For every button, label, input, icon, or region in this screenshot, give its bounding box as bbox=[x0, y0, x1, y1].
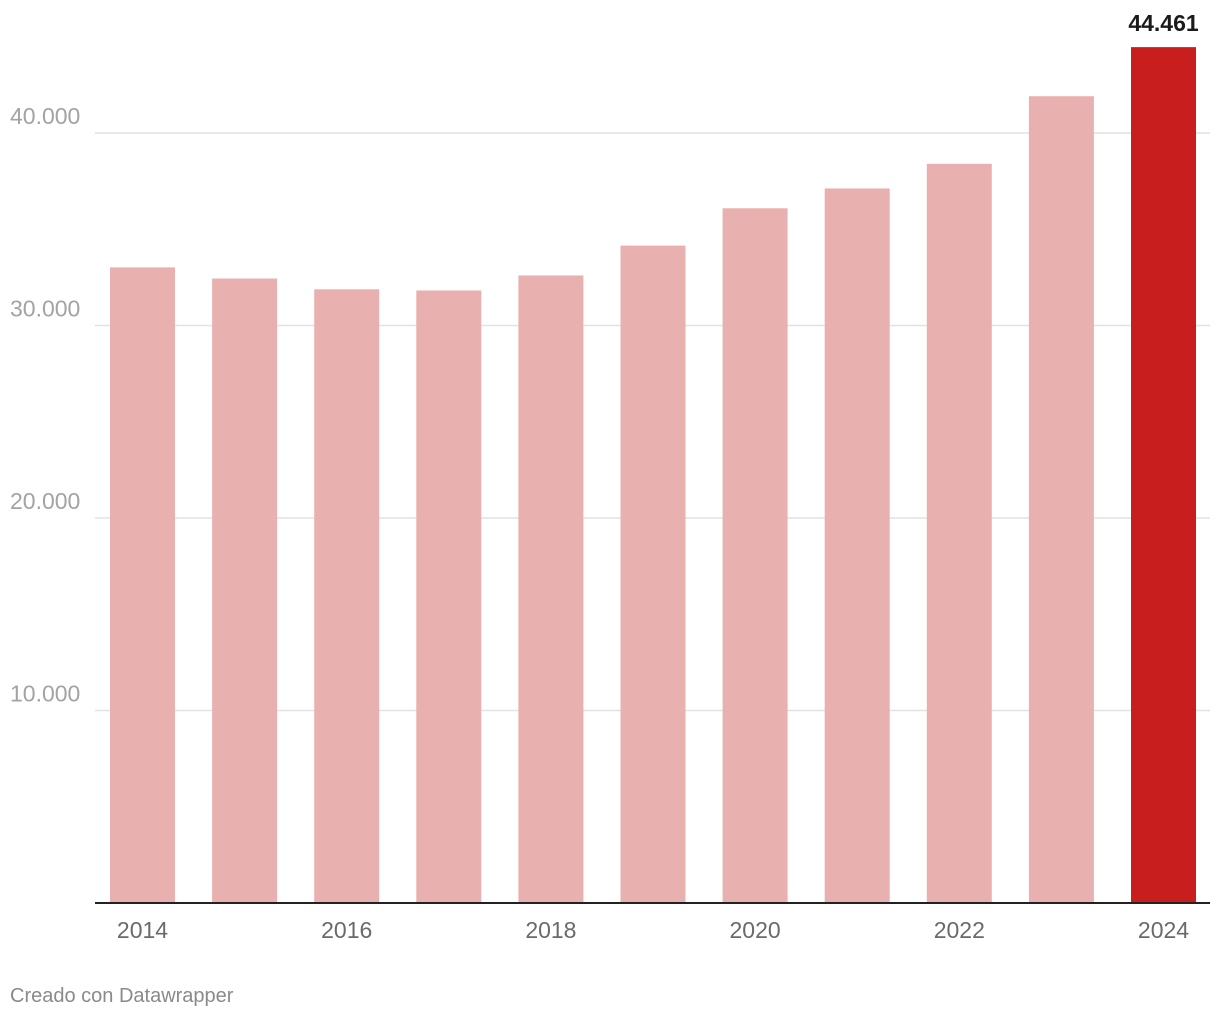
x-tick-label: 2024 bbox=[1138, 917, 1189, 943]
bar bbox=[416, 290, 482, 904]
x-tick-label: 2020 bbox=[730, 917, 781, 943]
bar bbox=[722, 208, 788, 903]
x-tick-label: 2014 bbox=[117, 917, 168, 943]
bar bbox=[620, 245, 686, 904]
bar bbox=[1028, 96, 1094, 904]
y-tick-label: 10.000 bbox=[10, 681, 80, 707]
bar bbox=[1131, 47, 1196, 904]
x-tick-label: 2016 bbox=[321, 917, 372, 943]
x-tick-label: 2018 bbox=[525, 917, 576, 943]
bar bbox=[314, 289, 380, 903]
x-tick-label: 2022 bbox=[934, 917, 985, 943]
data-label: 44.461 bbox=[1128, 10, 1199, 36]
bar bbox=[926, 163, 992, 904]
y-tick-label: 20.000 bbox=[10, 488, 80, 514]
bar bbox=[518, 275, 584, 903]
labels: 10.000 20.000 30.000 40.000 2014 2016 2018 2020… bbox=[10, 10, 1199, 943]
bar bbox=[212, 278, 278, 903]
bar bbox=[824, 188, 890, 903]
y-tick-label: 40.000 bbox=[10, 103, 80, 129]
credit-text: Creado con Datawrapper bbox=[10, 985, 234, 1007]
y-tick-label: 30.000 bbox=[10, 296, 80, 322]
bar bbox=[110, 267, 175, 903]
bars bbox=[110, 47, 1196, 904]
